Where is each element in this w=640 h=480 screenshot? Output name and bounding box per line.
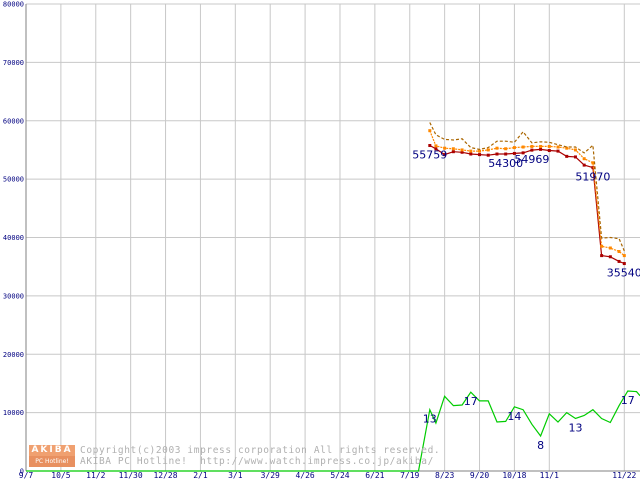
series-marker-0 [451, 150, 455, 154]
series-marker-0 [608, 255, 612, 259]
series-marker-1 [600, 244, 604, 248]
series-marker-0 [460, 150, 464, 154]
y-tick-label: 70000 [3, 59, 24, 67]
series-marker-1 [582, 157, 586, 161]
x-tick-label: 5/24 [330, 471, 349, 480]
y-tick-label: 20000 [3, 351, 24, 359]
y-tick-label: 50000 [3, 176, 24, 184]
akiba-logo: AKIBA PC Hotline! [29, 445, 75, 467]
series-marker-0 [530, 148, 534, 152]
series-marker-0 [556, 149, 560, 153]
x-tick-label: 7/19 [400, 471, 419, 480]
x-tick-label: 4/26 [295, 471, 314, 480]
x-tick-label: 11/22 [612, 471, 636, 480]
series-marker-0 [428, 144, 432, 148]
series-line-1 [429, 130, 625, 257]
series-marker-0 [495, 152, 499, 156]
series-line-2 [429, 122, 625, 252]
series-marker-0 [512, 151, 516, 155]
x-tick-label: 10/5 [51, 471, 70, 480]
series-marker-0 [486, 153, 490, 157]
series-marker-1 [478, 149, 482, 153]
grid-lines [25, 3, 640, 472]
series-marker-1 [443, 146, 447, 150]
series-marker-1 [434, 144, 438, 148]
data-label: 13 [568, 421, 582, 434]
x-tick-label: 9/7 [19, 471, 34, 480]
series-marker-1 [469, 149, 473, 153]
data-label: 14 [507, 410, 521, 423]
series-marker-0 [622, 262, 626, 266]
data-label: 51970 [575, 171, 610, 184]
series-marker-1 [539, 144, 543, 148]
y-tick-label: 10000 [3, 409, 24, 417]
series-marker-1 [591, 161, 595, 165]
series-marker-0 [469, 152, 473, 156]
x-tick-label: 3/1 [228, 471, 243, 480]
series-marker-1 [460, 148, 464, 152]
series-marker-0 [478, 153, 482, 157]
series-marker-0 [443, 153, 447, 157]
y-tick-labels: 0 10000 20000 30000 40000 50000 60000 70000 8000… [3, 1, 24, 476]
series-marker-1 [521, 145, 525, 149]
series-marker-0 [434, 147, 438, 151]
series-marker-0 [600, 254, 604, 258]
series-marker-0 [582, 163, 586, 167]
x-tick-label: 9/20 [470, 471, 489, 480]
data-label: 54969 [514, 153, 549, 166]
x-tick-label: 3/29 [261, 471, 280, 480]
series-marker-1 [608, 246, 612, 250]
series-marker-0 [565, 154, 569, 158]
series-marker-1 [495, 146, 499, 150]
data-label: 55759 [412, 149, 447, 162]
copyright-notice: Copyright(c)2003 impress corporation All… [80, 445, 440, 467]
series-marker-1 [573, 148, 577, 152]
series-marker-1 [547, 144, 551, 148]
x-tick-label: 10/18 [502, 471, 526, 480]
data-label: 8 [537, 439, 544, 452]
data-label: 35540 [607, 267, 640, 280]
series-line-3 [26, 390, 640, 472]
logo-bottom-text: PC Hotline! [29, 456, 75, 467]
series-marker-1 [504, 147, 508, 151]
series-marker-0 [573, 155, 577, 159]
series-group [26, 122, 640, 472]
copyright-line-1: Copyright(c)2003 impress corporation All… [80, 445, 441, 456]
series-marker-1 [451, 147, 455, 151]
x-tick-label: 2/1 [193, 471, 208, 480]
series-marker-0 [539, 147, 543, 151]
logo-top-text: AKIBA [29, 445, 75, 456]
series-marker-0 [504, 152, 508, 156]
series-marker-1 [556, 145, 560, 149]
data-label: 17 [464, 395, 478, 408]
series-marker-0 [617, 259, 621, 263]
x-tick-label: 8/23 [435, 471, 454, 480]
copyright-line-2: AKIBA PC Hotline! http://www.watch.impre… [80, 456, 434, 467]
data-label: 13 [423, 413, 437, 426]
x-tick-label: 11/30 [119, 471, 143, 480]
data-label: 54300 [488, 157, 523, 170]
x-tick-label: 11/1 [540, 471, 559, 480]
x-tick-label: 11/2 [86, 471, 105, 480]
series-marker-1 [565, 146, 569, 150]
data-label: 17 [621, 394, 635, 407]
y-tick-label: 60000 [3, 117, 24, 125]
series-marker-1 [428, 129, 432, 133]
x-tick-labels: 9/7 10/5 11/2 11/30 12/28 2/1 3/1 3/29 4/26 5/24 6… [19, 471, 637, 480]
series-marker-1 [617, 250, 621, 254]
y-tick-label: 0 [20, 468, 24, 476]
series-marker-1 [530, 144, 534, 148]
series-marker-1 [622, 254, 626, 258]
y-tick-label: 80000 [3, 1, 24, 9]
series-marker-0 [521, 151, 525, 155]
series-marker-0 [547, 149, 551, 153]
series-marker-1 [512, 146, 516, 150]
y-tick-label: 30000 [3, 292, 24, 300]
x-tick-label: 12/28 [153, 471, 177, 480]
series-marker-1 [486, 148, 490, 152]
y-tick-label: 40000 [3, 234, 24, 242]
x-tick-label: 6/21 [365, 471, 384, 480]
